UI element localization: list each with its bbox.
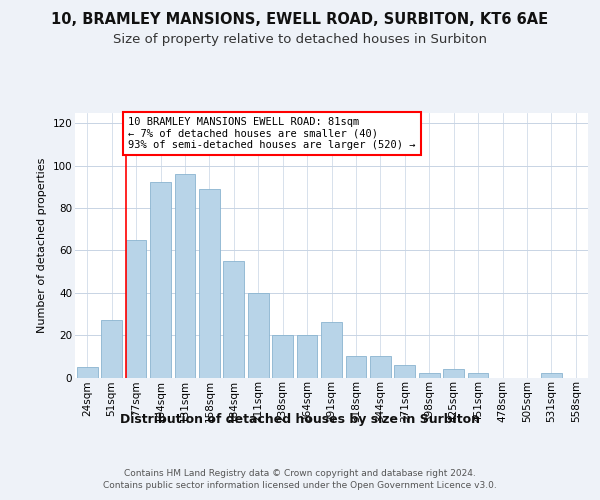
Bar bbox=[296, 335, 317, 378]
Bar bbox=[150, 182, 171, 378]
Y-axis label: Number of detached properties: Number of detached properties bbox=[37, 158, 47, 332]
Text: Contains HM Land Registry data © Crown copyright and database right 2024.: Contains HM Land Registry data © Crown c… bbox=[124, 469, 476, 478]
Bar bbox=[541, 374, 562, 378]
Bar bbox=[125, 240, 146, 378]
Bar bbox=[370, 356, 391, 378]
Text: 10, BRAMLEY MANSIONS, EWELL ROAD, SURBITON, KT6 6AE: 10, BRAMLEY MANSIONS, EWELL ROAD, SURBIT… bbox=[52, 12, 548, 28]
Bar bbox=[467, 374, 488, 378]
Bar bbox=[321, 322, 342, 378]
Bar bbox=[77, 367, 98, 378]
Text: 10 BRAMLEY MANSIONS EWELL ROAD: 81sqm
← 7% of detached houses are smaller (40)
9: 10 BRAMLEY MANSIONS EWELL ROAD: 81sqm ← … bbox=[128, 116, 416, 150]
Bar bbox=[394, 365, 415, 378]
Bar bbox=[443, 369, 464, 378]
Text: Size of property relative to detached houses in Surbiton: Size of property relative to detached ho… bbox=[113, 32, 487, 46]
Bar bbox=[101, 320, 122, 378]
Bar bbox=[272, 335, 293, 378]
Bar bbox=[223, 261, 244, 378]
Text: Distribution of detached houses by size in Surbiton: Distribution of detached houses by size … bbox=[120, 412, 480, 426]
Bar bbox=[199, 189, 220, 378]
Bar bbox=[419, 374, 440, 378]
Bar bbox=[346, 356, 367, 378]
Text: Contains public sector information licensed under the Open Government Licence v3: Contains public sector information licen… bbox=[103, 481, 497, 490]
Bar bbox=[248, 292, 269, 378]
Bar bbox=[175, 174, 196, 378]
